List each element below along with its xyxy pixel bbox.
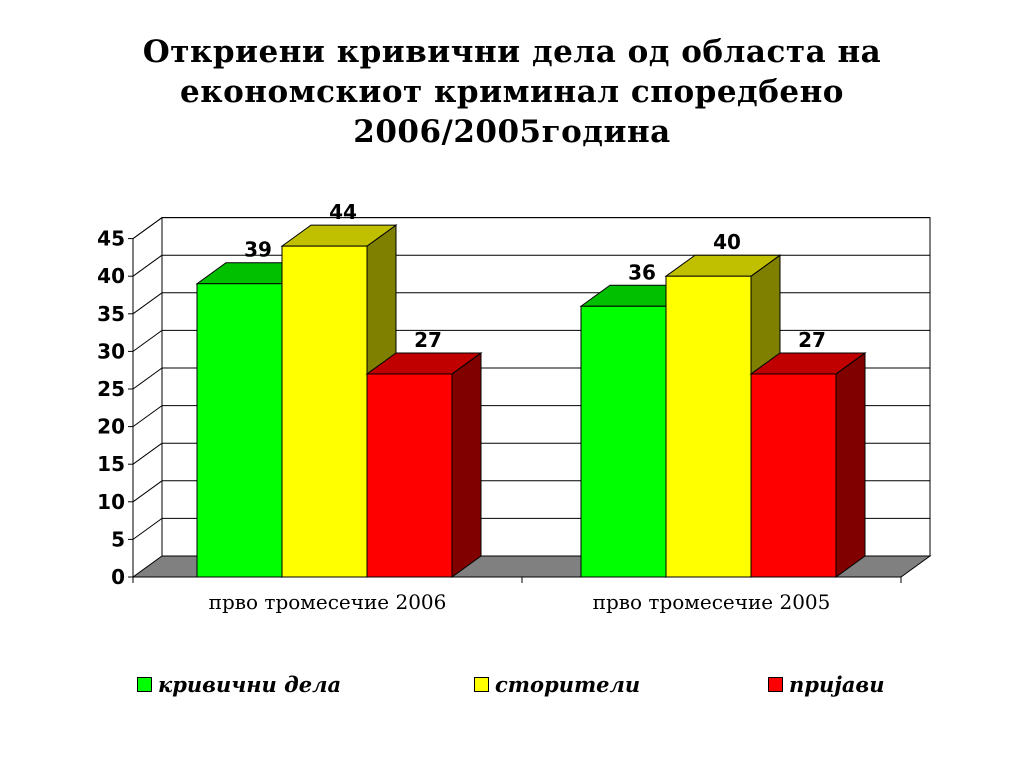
legend-swatch-prijavi [768, 677, 783, 692]
data-label: 27 [798, 328, 826, 352]
legend-label-prijavi: пријави [789, 672, 885, 697]
gridline-side [132, 405, 163, 428]
chart-title-line-1: Откриени кривични дела од областа на [142, 34, 882, 70]
data-label: 36 [628, 260, 656, 284]
legend-item-krivichni-dela: кривични дела [137, 672, 341, 697]
y-tick-label: 40 [97, 264, 125, 288]
y-tick-label: 10 [97, 490, 125, 514]
bar-0-2 [365, 351, 483, 578]
legend-label-krivichni-dela: кривични дела [158, 672, 342, 697]
data-labels-layer: 39 44 27 36 40 27 [244, 200, 826, 352]
bar-1-2 [749, 351, 867, 578]
bar-side [451, 351, 482, 578]
legend-item-storiteli: сторители [474, 672, 640, 697]
chart-title: Откриени кривични дела од областа на еко… [0, 32, 1024, 152]
data-label: 39 [244, 238, 272, 262]
legend-swatch-storiteli [474, 677, 489, 692]
bar-side [835, 351, 866, 578]
gridline-side [132, 254, 163, 277]
y-tick-label: 15 [97, 452, 125, 476]
bar-front [750, 373, 837, 578]
bars-layer [195, 224, 867, 578]
legend: кривични дела сторители пријави [0, 672, 1024, 700]
y-tick-label: 0 [111, 565, 125, 589]
gridline-side [132, 217, 163, 240]
gridline-side [132, 367, 163, 390]
y-tick-label: 20 [97, 415, 125, 439]
gridline-side [132, 442, 163, 465]
gridline-side [132, 480, 163, 503]
y-tick-label: 30 [97, 339, 125, 363]
y-tick-label: 45 [97, 227, 125, 251]
legend-swatch-krivichni-dela [137, 677, 152, 692]
x-axis-categories: прво тромесечие 2006 прво тромесечие 2005 [132, 577, 902, 614]
gridline-side [132, 329, 163, 352]
bar-front [281, 245, 368, 578]
x-category-label: прво тромесечие 2006 [209, 590, 447, 614]
y-tick-label: 25 [97, 377, 125, 401]
data-label: 44 [329, 200, 357, 224]
data-label: 27 [414, 328, 442, 352]
legend-label-storiteli: сторители [495, 672, 641, 697]
bar-front [196, 283, 283, 578]
gridline-side [132, 517, 163, 540]
x-category-label: прво тромесечие 2005 [593, 590, 831, 614]
chart-title-line-3: 2006/2005година [353, 114, 671, 150]
y-tick-label: 35 [97, 302, 125, 326]
chart-title-line-2: економскиот криминал споредбено [180, 74, 844, 110]
bar-front [665, 275, 752, 578]
gridline-side [132, 292, 163, 315]
bar-front [580, 305, 667, 578]
y-tick-label: 5 [111, 527, 125, 551]
data-label: 40 [713, 230, 741, 254]
legend-item-prijavi: пријави [768, 672, 884, 697]
y-axis-ticks: 0 5 10 15 20 25 30 35 40 45 [97, 227, 133, 589]
bar-front [366, 373, 453, 578]
